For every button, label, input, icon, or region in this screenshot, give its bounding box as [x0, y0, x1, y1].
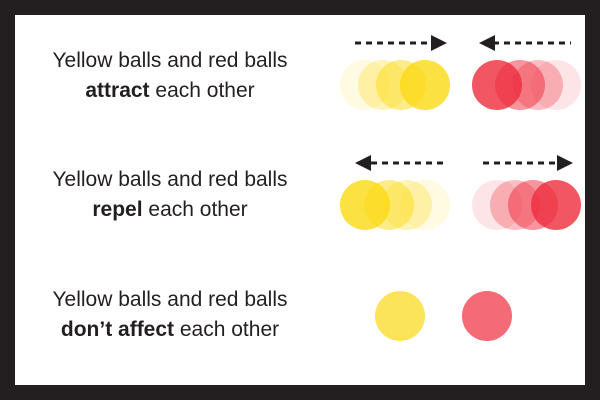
red-motion-arrow — [483, 155, 573, 171]
row-repel: Yellow balls and red balls repel each ot… — [15, 135, 585, 245]
row-no-effect: Yellow balls and red balls don’t affect … — [15, 255, 585, 365]
red-ball-trail — [531, 60, 581, 110]
red-ball — [462, 291, 512, 341]
yellow-ball — [340, 180, 390, 230]
yellow-ball — [400, 60, 450, 110]
caption-line-2: repel each other — [15, 195, 325, 225]
caption-line-1: Yellow balls and red balls — [52, 288, 288, 311]
caption-line-2: don’t affect each other — [15, 315, 325, 345]
caption-rest: each other — [174, 318, 280, 341]
balls-attract — [340, 35, 581, 110]
yellow-ball — [375, 291, 425, 341]
caption-line-2: attract each other — [15, 76, 325, 106]
caption-rest: each other — [142, 198, 248, 221]
keyword-attract: attract — [85, 79, 150, 102]
balls-repel — [340, 155, 581, 230]
row-attract: Yellow balls and red balls attract each … — [15, 15, 585, 125]
caption-repel: Yellow balls and red balls repel each ot… — [15, 165, 325, 225]
diagram-panel: Yellow balls and red balls attract each … — [15, 15, 585, 385]
yellow-ball-trail — [400, 180, 450, 230]
caption-attract: Yellow balls and red balls attract each … — [15, 46, 325, 106]
caption-line-1: Yellow balls and red balls — [52, 168, 288, 191]
red-ball — [472, 60, 522, 110]
yellow-motion-arrow — [355, 155, 447, 171]
balls-no-effect — [375, 291, 512, 341]
caption-line-1: Yellow balls and red balls — [52, 49, 288, 72]
red-ball-trail — [472, 180, 522, 230]
red-motion-arrow — [479, 35, 571, 51]
keyword-repel: repel — [92, 198, 143, 221]
caption-no-effect: Yellow balls and red balls don’t affect … — [15, 285, 325, 345]
yellow-motion-arrow — [355, 35, 447, 51]
yellow-ball-trail — [340, 60, 390, 110]
caption-rest: each other — [149, 79, 255, 102]
keyword-dont-affect: don’t affect — [60, 318, 175, 341]
red-ball — [531, 180, 581, 230]
